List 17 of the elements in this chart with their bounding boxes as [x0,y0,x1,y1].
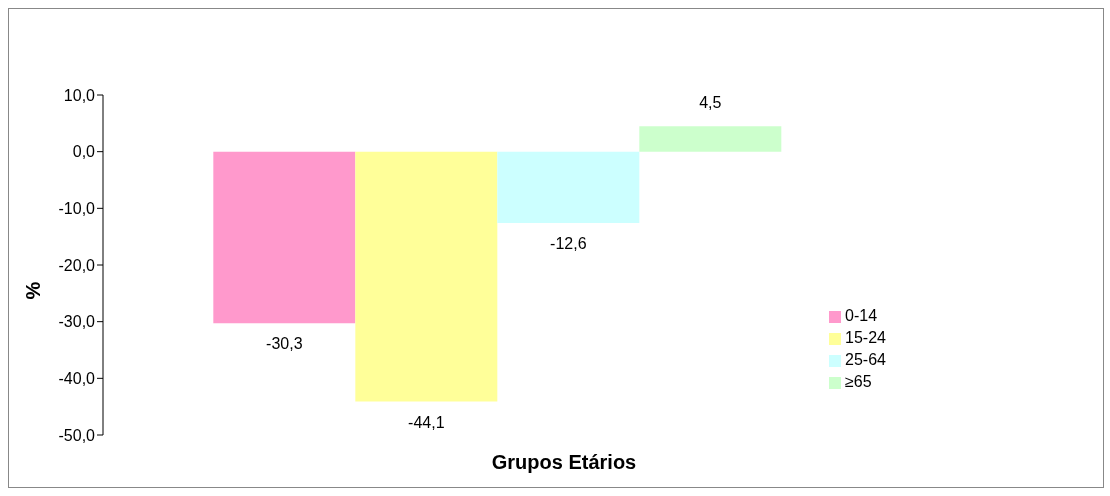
data-label: -12,6 [550,235,587,253]
legend-label: 0-14 [845,307,878,324]
data-label: -30,3 [266,335,303,353]
y-tick-label: -30,0 [58,313,96,331]
y-tick-label: -50,0 [58,426,96,444]
legend-label: 25-64 [845,351,886,368]
y-tick-label: -20,0 [58,256,96,274]
legend-label: ≥65 [845,373,872,390]
legend-label: 15-24 [845,329,886,346]
y-tick-label: 10,0 [63,86,96,104]
y-tick-label: 0,0 [72,143,96,161]
y-axis-title: % [21,280,45,302]
x-axis-title: Grupos Etários [490,451,638,474]
data-label: -44,1 [408,413,445,431]
y-tick-label: -10,0 [58,200,96,218]
y-tick-label: -40,0 [58,370,96,388]
data-label: 4,5 [699,94,722,112]
